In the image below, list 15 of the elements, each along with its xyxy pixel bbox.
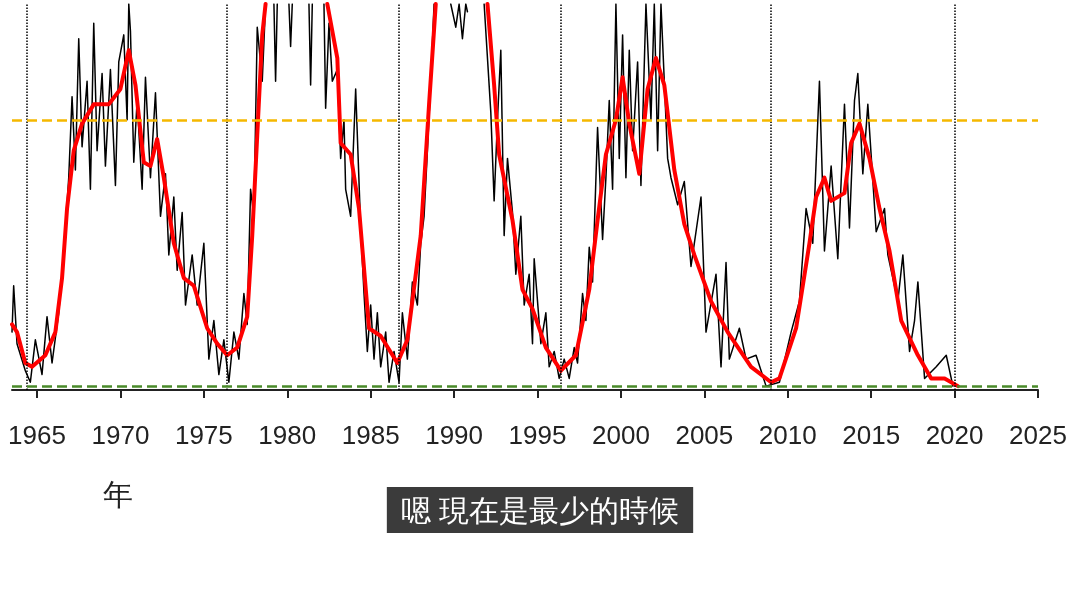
x-tick-label: 2000 [592, 420, 650, 450]
x-tick-label: 1980 [258, 420, 317, 450]
x-tick-label: 1975 [174, 420, 233, 450]
x-tick-label: 1990 [425, 420, 484, 450]
x-tick-label: 2020 [925, 420, 984, 450]
x-tick-label: 1965 [8, 420, 66, 450]
x-tick-label: 1985 [341, 420, 400, 450]
x-tick-label: 2005 [675, 420, 734, 450]
x-tick-label: 1970 [91, 420, 150, 450]
x-tick-label: 2015 [842, 420, 901, 450]
text: 嗯 現在是最少的時候 [400, 493, 680, 527]
x-axis-title: 年 [103, 477, 133, 511]
x-tick-label: 1995 [508, 420, 567, 450]
x-tick-label: 2010 [758, 420, 817, 450]
x-tick-label: 2025 [1009, 420, 1067, 450]
